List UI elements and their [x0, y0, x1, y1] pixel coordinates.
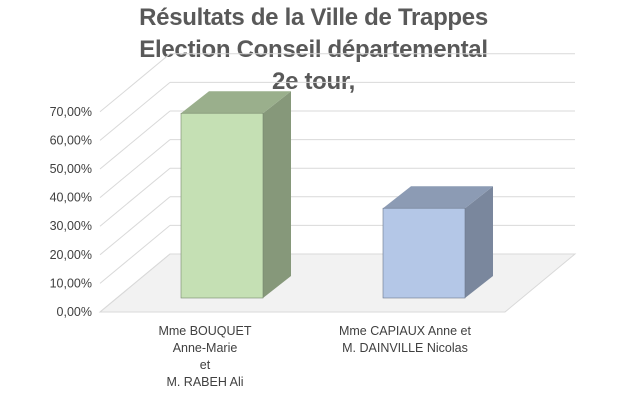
y-tick-label: 10,00%	[50, 276, 92, 290]
gridline-depth	[99, 110, 171, 170]
gridline-depth	[99, 53, 171, 113]
y-tick-label: 20,00%	[50, 248, 92, 262]
bar-side-0	[263, 91, 291, 298]
y-tick-label: 60,00%	[50, 133, 92, 147]
bar-top-0	[181, 91, 291, 114]
gridline-depth	[99, 82, 171, 141]
bar-front-1	[382, 207, 466, 299]
gridline-depth	[99, 225, 171, 284]
chart-title-line-2: Election Conseil départemental	[139, 36, 488, 63]
y-tick-label: 30,00%	[50, 219, 92, 233]
category-label-1: Mme CAPIAUX Anne et M. DAINVILLE Nicolas	[338, 324, 471, 355]
bar-0	[180, 91, 291, 299]
gridline-depth	[99, 253, 171, 313]
bar-side-1	[465, 186, 493, 298]
gridline-depth	[99, 139, 171, 198]
chart-title-line-1: Résultats de la Ville de Trappes	[139, 4, 488, 31]
floor	[98, 253, 577, 313]
bar-front-0	[180, 112, 264, 299]
y-tick-label: 50,00%	[50, 162, 92, 176]
bar-1	[382, 186, 493, 299]
gridline-depth	[99, 167, 171, 227]
gridline-depth	[99, 196, 171, 256]
category-label-0: Mme BOUQUET Anne-Marie et M. RABEH Ali	[158, 324, 252, 389]
bar-top-1	[383, 186, 493, 209]
chart-title-line-3: 2e tour,	[272, 68, 355, 95]
y-tick-label: 40,00%	[50, 191, 92, 205]
y-tick-label: 70,00%	[50, 105, 92, 119]
y-tick-label: 0,00%	[57, 305, 92, 319]
